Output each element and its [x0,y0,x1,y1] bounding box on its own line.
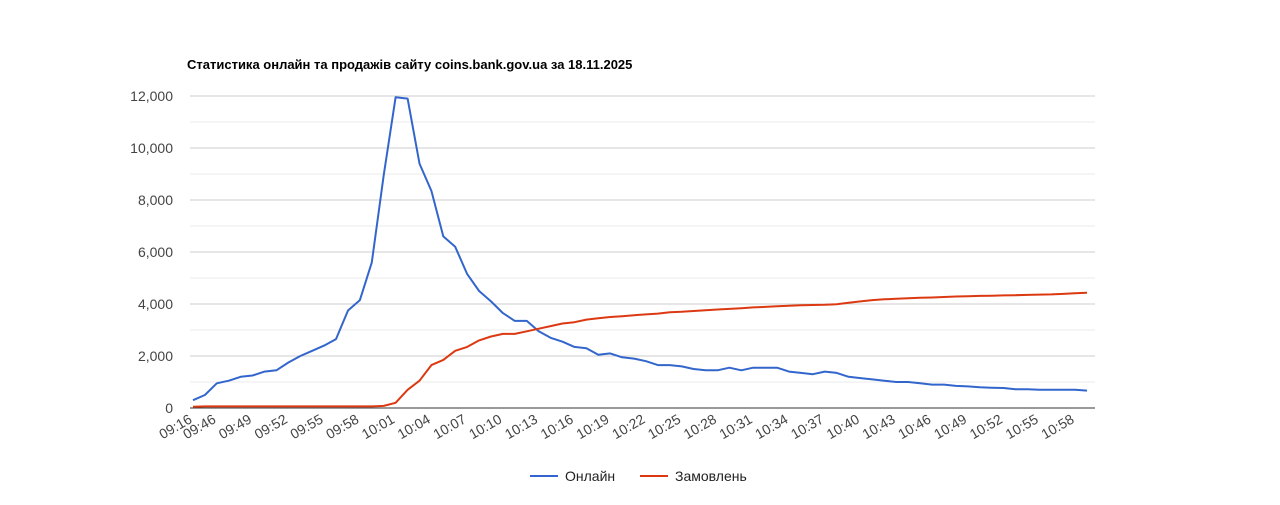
x-tick-label: 10:16 [538,411,577,442]
y-tick-label: 0 [165,400,173,416]
series-lines [192,96,1088,408]
x-tick-label: 10:10 [466,411,505,442]
y-tick-label: 12,000 [130,88,173,104]
gridlines [190,95,1095,383]
x-tick-label: 10:43 [859,411,898,442]
y-tick-label: 4,000 [138,296,173,312]
chart-title: Статистика онлайн та продажів сайту coin… [187,57,633,72]
x-tick-label: 10:40 [824,411,863,442]
x-tick-label: 10:52 [967,411,1006,442]
y-axis-ticks: 0 2,000 4,000 6,000 8,000 10,000 12,000 [130,88,173,416]
y-tick-label: 2,000 [138,348,173,364]
x-tick-label: 10:19 [573,411,612,442]
x-tick-label: 10:46 [895,411,934,442]
legend: Онлайн Замовлень [530,468,747,484]
x-tick-label: 09:58 [323,411,362,442]
x-tick-label: 10:25 [645,411,684,442]
x-tick-label: 10:31 [716,411,755,442]
y-tick-label: 10,000 [130,140,173,156]
x-tick-label: 09:52 [252,411,291,442]
legend-label: Онлайн [565,468,615,484]
x-tick-label: 10:04 [395,411,434,442]
y-tick-label: 8,000 [138,192,173,208]
x-axis-ticks: 09:1609:4609:4909:5209:5509:5810:0110:04… [156,411,1077,442]
x-tick-label: 10:55 [1002,411,1041,442]
x-tick-label: 10:01 [359,411,398,442]
series-line [192,291,1088,408]
x-tick-label: 09:55 [287,411,326,442]
y-tick-label: 6,000 [138,244,173,260]
series-line [192,96,1088,402]
x-tick-label: 10:07 [430,411,469,442]
x-tick-label: 10:34 [752,411,791,442]
x-tick-label: 10:37 [788,411,827,442]
x-tick-label: 09:49 [216,411,255,442]
x-tick-label: 10:58 [1038,411,1077,442]
x-tick-label: 10:13 [502,411,541,442]
x-tick-label: 10:49 [931,411,970,442]
legend-label: Замовлень [675,468,747,484]
x-tick-label: 10:22 [609,411,648,442]
x-tick-label: 10:28 [681,411,720,442]
